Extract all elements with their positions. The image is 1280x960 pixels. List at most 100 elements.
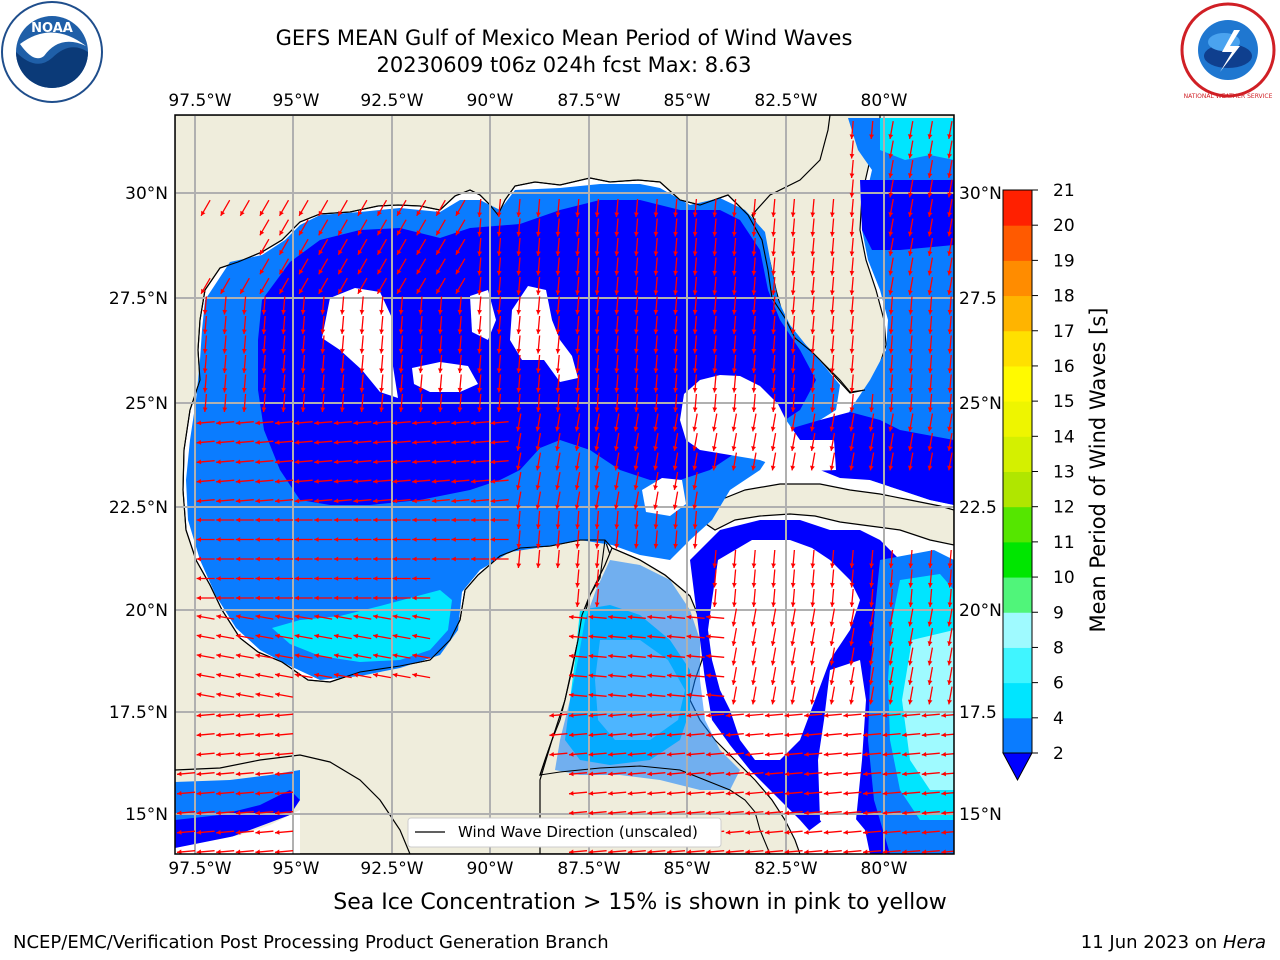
wave-direction-arrow [516, 393, 522, 413]
wave-direction-arrow [202, 296, 208, 315]
wave-direction-arrow [333, 498, 352, 504]
wave-direction-arrow [653, 491, 659, 510]
wave-direction-arrow [216, 633, 235, 640]
wave-direction-arrow [477, 374, 482, 393]
footer-machine: Hera [1222, 932, 1266, 953]
wave-direction-arrow [373, 537, 391, 542]
wave-direction-arrow [843, 830, 862, 835]
wave-direction-arrow [627, 791, 646, 796]
wave-direction-arrow [882, 732, 901, 738]
wave-direction-arrow [396, 219, 407, 236]
wave-direction-arrow [770, 608, 777, 627]
wave-direction-arrow [608, 791, 627, 796]
wave-direction-arrow [575, 354, 580, 374]
wave-direction-arrow [784, 849, 803, 854]
wave-direction-arrow [274, 791, 294, 796]
wave-direction-arrow [888, 686, 894, 705]
wave-direction-arrow [216, 653, 235, 659]
wave-direction-arrow [673, 276, 678, 296]
colorbar-segment [1003, 647, 1032, 684]
wave-direction-arrow [941, 810, 954, 816]
wave-direction-arrow [810, 413, 816, 432]
wave-direction-arrow [868, 452, 875, 471]
wave-direction-arrow [294, 459, 313, 465]
wave-direction-arrow [359, 335, 365, 354]
wave-direction-arrow [412, 517, 431, 523]
wave-direction-arrow [712, 393, 718, 413]
wave-direction-arrow [666, 771, 686, 777]
wave-direction-arrow [373, 576, 391, 581]
wave-direction-arrow [314, 556, 333, 562]
wave-direction-arrow [712, 432, 718, 452]
wave-direction-arrow [614, 276, 620, 296]
wave-direction-arrow [496, 393, 502, 413]
wave-direction-arrow [732, 588, 737, 608]
wave-direction-arrow [849, 315, 855, 335]
wave-direction-arrow [804, 810, 823, 816]
wave-direction-arrow [666, 614, 686, 620]
wave-direction-arrow [555, 510, 561, 530]
wave-direction-arrow [921, 849, 940, 854]
wave-direction-arrow [274, 692, 294, 698]
wave-direction-arrow [274, 440, 294, 445]
wave-direction-arrow [608, 673, 627, 678]
wave-direction-arrow [372, 459, 392, 465]
wave-direction-arrow [333, 479, 352, 484]
wave-direction-arrow [882, 713, 901, 718]
wave-direction-arrow [810, 218, 816, 237]
legend-label: Wind Wave Direction (unscaled) [458, 823, 698, 841]
wave-direction-arrow [941, 713, 954, 718]
wave-direction-arrow [627, 810, 646, 816]
wave-direction-arrow [692, 452, 698, 471]
wave-direction-arrow [435, 258, 446, 275]
wave-direction-arrow [376, 238, 388, 256]
wave-direction-arrow [764, 713, 784, 718]
wave-direction-arrow [431, 537, 450, 542]
wave-direction-arrow [536, 335, 541, 354]
wave-direction-arrow [666, 673, 686, 678]
wave-direction-arrow [732, 218, 737, 237]
colorbar-segment [1003, 682, 1032, 719]
wave-direction-arrow [516, 471, 522, 491]
wave-direction-arrow [771, 569, 776, 588]
wave-direction-arrow [790, 276, 796, 296]
wave-direction-arrow [745, 849, 764, 854]
wave-direction-arrow [784, 810, 803, 816]
wave-direction-arrow [376, 258, 388, 275]
wave-direction-arrow [275, 576, 293, 581]
footer-credit: NCEP/EMC/Verification Post Processing Pr… [13, 932, 609, 953]
wave-direction-arrow [751, 374, 757, 393]
wave-direction-arrow [653, 510, 659, 530]
wave-direction-arrow [732, 569, 737, 588]
wave-direction-arrow [849, 413, 855, 432]
wave-direction-arrow [496, 354, 502, 374]
wave-direction-arrow [396, 238, 407, 256]
wave-direction-arrow [888, 393, 894, 413]
wave-direction-arrow [235, 791, 254, 796]
wave-direction-arrow [235, 595, 254, 601]
wave-direction-arrow [712, 218, 718, 237]
wave-direction-arrow [477, 315, 482, 335]
wave-direction-arrow [496, 198, 502, 218]
wave-direction-arrow [862, 810, 882, 816]
wave-direction-arrow [490, 498, 509, 504]
wave-direction-arrow [536, 510, 541, 530]
wave-direction-arrow [340, 296, 345, 315]
wave-direction-arrow [196, 517, 215, 523]
wave-direction-arrow [868, 666, 875, 686]
colorbar-tick-label: 14 [1053, 427, 1075, 447]
wave-direction-arrow [712, 276, 718, 296]
wave-direction-arrow [216, 440, 235, 445]
wave-direction-arrow [790, 569, 796, 588]
wave-direction-arrow [764, 849, 784, 854]
wave-direction-arrow [810, 393, 816, 413]
wave-direction-arrow [588, 810, 607, 816]
wave-direction-arrow [470, 498, 490, 504]
wave-direction-arrow [902, 849, 921, 854]
wave-direction-arrow [379, 374, 384, 393]
wave-direction-arrow [255, 517, 274, 523]
wave-direction-arrow [614, 296, 620, 315]
wave-direction-arrow [927, 666, 934, 686]
wave-direction-arrow [888, 569, 894, 588]
wave-direction-arrow [608, 849, 627, 854]
